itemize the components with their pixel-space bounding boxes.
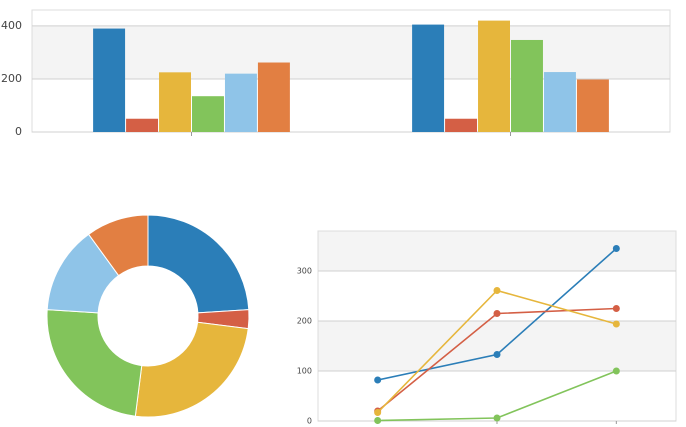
point [612, 245, 620, 252]
bar [126, 118, 159, 132]
y-tick-label: 400 [1, 19, 22, 32]
point [493, 414, 501, 422]
donut-slice [46, 309, 143, 417]
bar [478, 20, 510, 132]
point [612, 320, 620, 328]
bar [412, 24, 445, 132]
y-tick-label: 0 [15, 125, 22, 138]
point [493, 351, 501, 358]
y-tick-label: 100 [297, 367, 312, 376]
point [374, 409, 382, 416]
bar [192, 96, 224, 132]
point [493, 310, 501, 317]
bar [224, 73, 257, 132]
y-tick-label: 0 [307, 417, 312, 426]
bar [511, 39, 543, 132]
y-tick-label: 300 [297, 267, 312, 276]
line [377, 370, 617, 422]
bar [576, 79, 609, 132]
point [612, 305, 620, 312]
donut-slice [87, 214, 149, 277]
donut-slice [134, 321, 249, 418]
grid-band [32, 25, 670, 79]
grid-band [318, 321, 676, 371]
point [374, 376, 382, 384]
y-tick-label: 200 [1, 72, 22, 85]
point [493, 287, 501, 294]
donut-slice [147, 214, 250, 314]
bar [257, 62, 290, 132]
bar [445, 118, 478, 132]
bar [93, 28, 126, 133]
point [612, 367, 620, 375]
y-tick-label: 200 [297, 317, 312, 326]
grid-band [318, 231, 676, 271]
bar [159, 72, 191, 132]
bar [543, 72, 576, 132]
point [374, 417, 382, 424]
